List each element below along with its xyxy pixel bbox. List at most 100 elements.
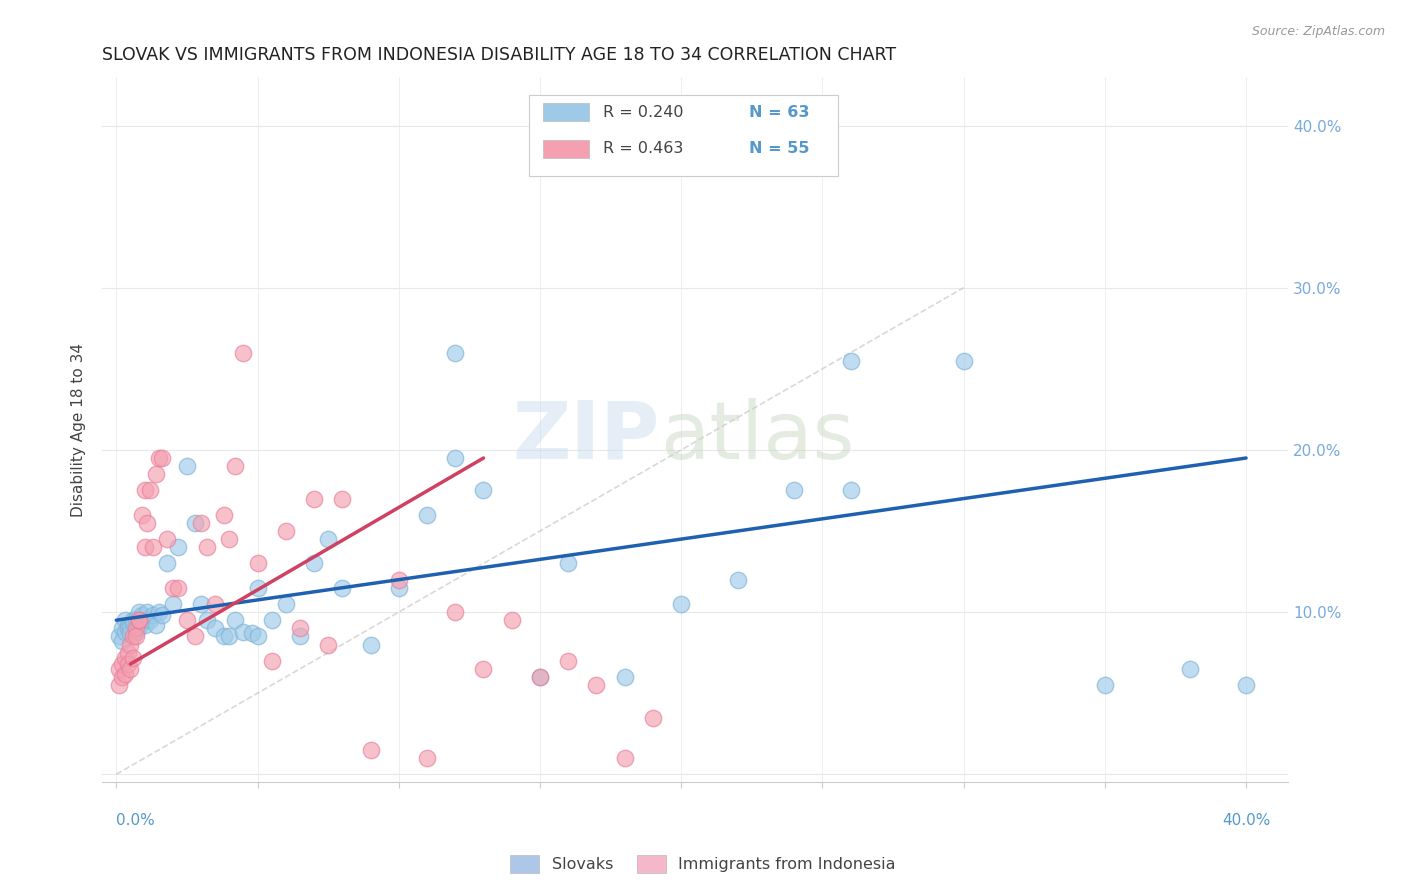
Bar [544, 140, 589, 158]
Point [316, 638, 339, 652]
Point [330, 581, 353, 595]
Point [212, 508, 235, 522]
Point [139, 613, 162, 627]
Point [246, 557, 269, 571]
Point [316, 532, 339, 546]
Text: SLOVAK VS IMMIGRANTS FROM INDONESIA DISABILITY AGE 18 TO 34 CORRELATION CHART: SLOVAK VS IMMIGRANTS FROM INDONESIA DISA… [103, 46, 897, 64]
Point [131, 508, 153, 522]
Point [416, 508, 439, 522]
Point [148, 450, 170, 465]
Point [444, 345, 467, 359]
Point [260, 613, 283, 627]
Text: atlas: atlas [659, 398, 853, 475]
Point [120, 626, 142, 640]
Point [134, 483, 156, 498]
Point [557, 557, 579, 571]
Text: R = 0.463: R = 0.463 [603, 141, 683, 156]
Point [139, 483, 162, 498]
Point [134, 618, 156, 632]
Point [114, 666, 136, 681]
Point [108, 662, 131, 676]
Point [120, 638, 142, 652]
Point [162, 597, 184, 611]
Point [148, 605, 170, 619]
Point [128, 613, 150, 627]
Point [167, 581, 190, 595]
Point [108, 678, 131, 692]
Point [176, 613, 198, 627]
Point [557, 654, 579, 668]
Point [952, 353, 974, 368]
Y-axis label: Disability Age 18 to 34: Disability Age 18 to 34 [72, 343, 86, 516]
Point [288, 621, 311, 635]
Point [125, 624, 148, 639]
Point [246, 629, 269, 643]
Point [111, 657, 134, 671]
Point [727, 573, 749, 587]
Text: N = 55: N = 55 [749, 141, 810, 156]
Point [360, 743, 382, 757]
Point [184, 516, 207, 530]
Point [330, 491, 353, 506]
Point [246, 581, 269, 595]
Point [167, 540, 190, 554]
Point [204, 597, 226, 611]
Point [444, 605, 467, 619]
Point [218, 629, 240, 643]
Point [122, 613, 145, 627]
Point [190, 516, 212, 530]
Point [529, 670, 551, 684]
Point [136, 516, 159, 530]
Text: 40.0%: 40.0% [1222, 813, 1270, 828]
Text: N = 63: N = 63 [749, 104, 810, 120]
Point [150, 450, 173, 465]
Point [839, 483, 862, 498]
Point [156, 532, 179, 546]
Text: R = 0.240: R = 0.240 [603, 104, 683, 120]
Point [195, 540, 218, 554]
Point [184, 629, 207, 643]
Point [117, 618, 139, 632]
Point [117, 621, 139, 635]
Point [1094, 678, 1116, 692]
Point [783, 483, 806, 498]
Point [388, 581, 411, 595]
Point [472, 483, 495, 498]
Point [224, 613, 246, 627]
Point [839, 353, 862, 368]
Point [212, 629, 235, 643]
Point [204, 621, 226, 635]
Point [125, 611, 148, 625]
Point [117, 657, 139, 671]
Point [142, 540, 165, 554]
Point [472, 662, 495, 676]
Point [613, 670, 636, 684]
Point [150, 608, 173, 623]
Point [1178, 662, 1201, 676]
Point [360, 638, 382, 652]
Point [128, 605, 150, 619]
Point [176, 459, 198, 474]
Bar [544, 103, 589, 121]
Point [156, 557, 179, 571]
Point [274, 524, 297, 538]
Point [128, 613, 150, 627]
Point [136, 605, 159, 619]
Point [302, 557, 325, 571]
Point [134, 540, 156, 554]
Point [120, 662, 142, 676]
Point [111, 621, 134, 635]
Point [669, 597, 692, 611]
Point [120, 620, 142, 634]
Point [125, 621, 148, 635]
Text: 0.0%: 0.0% [117, 813, 155, 828]
Point [302, 491, 325, 506]
Point [114, 650, 136, 665]
Point [114, 613, 136, 627]
Point [388, 573, 411, 587]
Point [224, 459, 246, 474]
Point [111, 670, 134, 684]
Point [117, 646, 139, 660]
Point [218, 532, 240, 546]
Point [125, 629, 148, 643]
